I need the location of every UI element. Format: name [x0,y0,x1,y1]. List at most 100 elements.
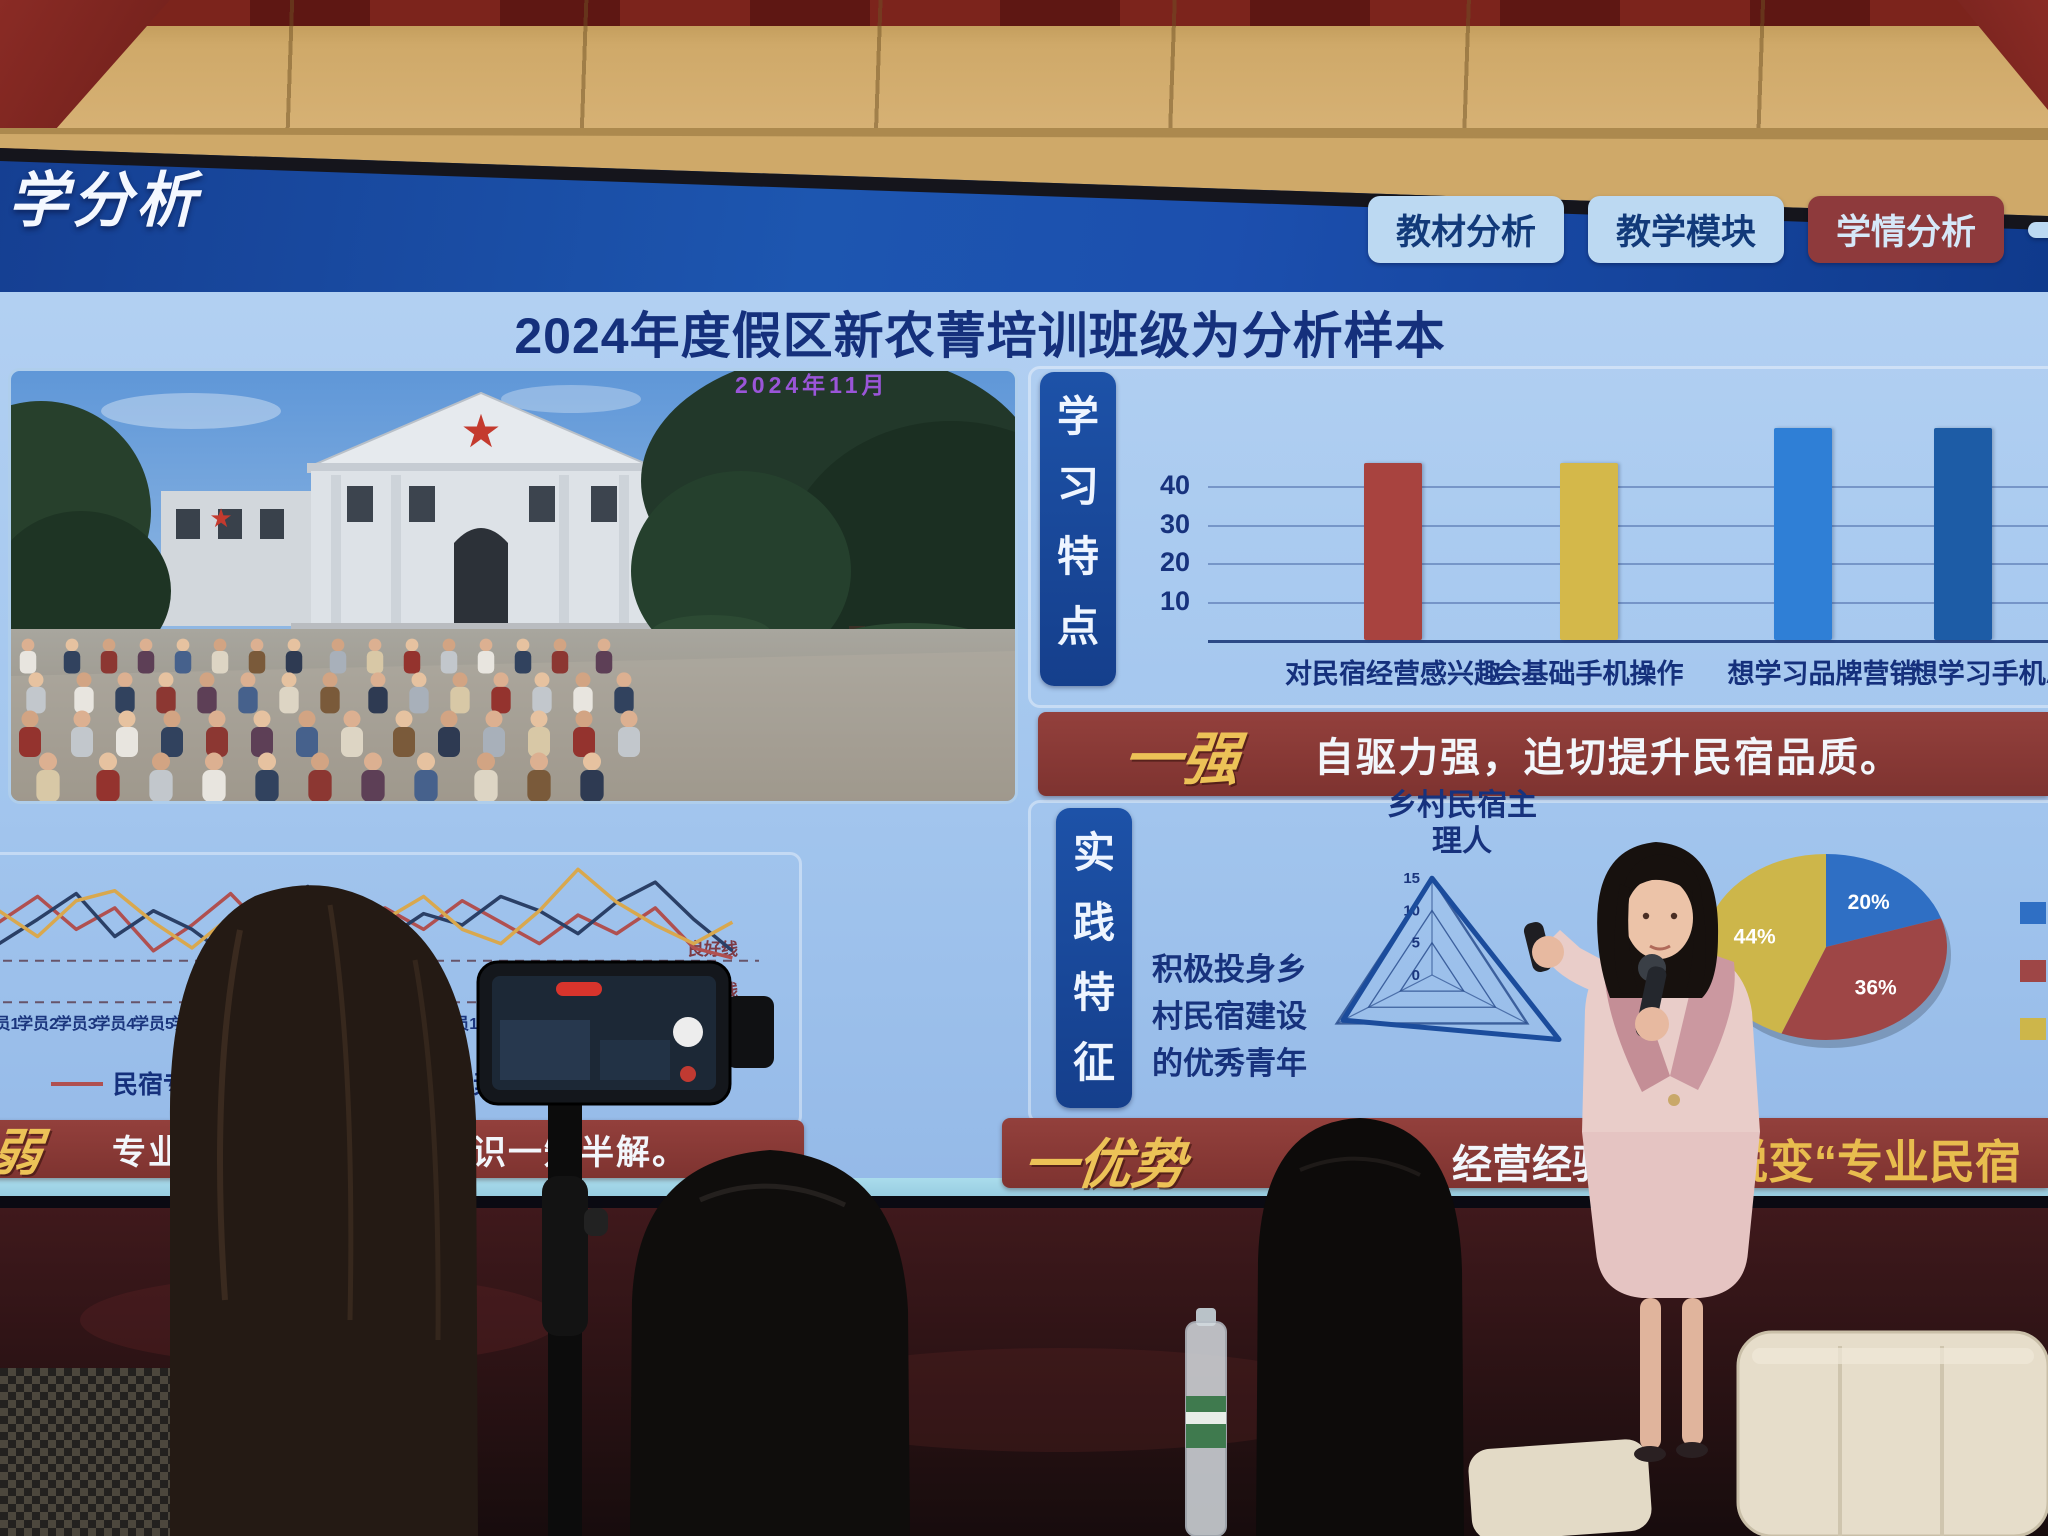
person-head [452,672,468,688]
person-body [409,686,429,714]
person-body [320,686,340,714]
person-body [202,770,226,801]
person-head [395,710,413,728]
radar-grid-5 [1399,941,1465,992]
record-dot [680,1066,696,1082]
water-bottle-2 [1185,1308,1227,1536]
presenter [1523,842,1760,1462]
x-axis-label: 学员1 [0,1014,20,1033]
person-head [416,752,436,771]
gridline-40 [1208,486,2048,488]
person-body [96,770,120,801]
person-head [176,638,190,652]
tab-teaching-modules[interactable]: 教学模块 [1587,196,1784,263]
pie-legend-swatch [2020,960,2046,982]
blazer-button [1668,1094,1680,1106]
presenter-leg [1640,1298,1661,1450]
person-body [36,770,60,801]
person-body [161,727,183,757]
person-head [310,752,330,771]
bar-4 [1934,428,1992,640]
person-body [211,651,229,674]
person-body [285,651,303,674]
person-head [440,710,458,728]
recording-rig [476,960,774,1536]
tripod-grip [542,1176,588,1336]
person-head [368,638,382,652]
person-body [296,727,318,757]
person-head [322,672,338,688]
person-body [71,727,93,757]
bar-chart-axis [1208,640,2048,643]
person-head [139,638,153,652]
person-body [368,686,388,714]
person-head [28,672,44,688]
person-head [21,638,35,652]
radar-tick-label: 15 [1403,870,1420,887]
person-body [115,686,135,714]
person-head [534,672,550,688]
person-head [38,752,58,771]
person-body [474,770,498,801]
person-body [26,686,46,714]
person-head [493,672,509,688]
deck-title: 学分析 [8,167,200,234]
person-body [19,651,37,674]
learning-banner-label: 学习特点 [1056,393,1099,650]
person-body [618,727,640,757]
person-head [76,672,92,688]
pie-legend-swatch [2020,902,2046,924]
person-body [19,727,41,757]
tab-partial[interactable] [2028,221,2048,238]
person-head [616,672,632,688]
person-head [204,752,224,771]
person-head [411,672,427,688]
person-head [529,752,549,771]
person-head [331,638,345,652]
advantage-band: 一优势 经营经验 蜕变“专业民宿 [1002,1118,2048,1195]
bar-3 [1774,428,1832,640]
person-head [98,752,118,771]
chair-back-right [1736,1330,2048,1536]
person-body [137,651,155,674]
person-head [250,638,264,652]
person-head [102,638,116,652]
strength-text: 自驱力强，迫切提升民宿品质。 [1314,736,1903,780]
tab-learner-analysis[interactable]: 学情分析 [1807,196,2004,263]
y-axis-tick: 40 [1159,470,1190,500]
person-head [73,710,91,728]
person-body [532,686,552,714]
wall [0,0,2048,150]
person-head [370,672,386,688]
tab-textbook-analysis[interactable]: 教材分析 [1367,196,1564,263]
tripod-knob [584,1208,608,1236]
x-axis-label: 学员4 [94,1014,135,1033]
person-body [341,727,363,757]
person-head [363,752,383,771]
person-head [65,638,79,652]
person-body [491,686,511,714]
radar-title: 乡村民宿主 理人 [1387,789,1537,858]
person-body [414,770,438,801]
practice-banner: 实践特征 [1056,808,1132,1108]
practice-banner-label: 实践特征 [1072,829,1115,1086]
person-body [527,770,551,801]
pie-slice-20% [1826,854,1942,947]
person-body [514,651,532,674]
gridline-20 [1208,563,2048,565]
person-head [442,638,456,652]
person-head [158,672,174,688]
person-head [21,710,39,728]
bar-category-label: 对民宿经营感兴趣 [1285,659,1501,689]
person-body [595,651,613,674]
learning-panel [1028,366,2048,708]
y-axis-tick: 10 [1159,585,1190,616]
person-body [450,686,470,714]
photo-date-label: 2024年11月 [735,372,889,398]
presenter-lapel-right [1670,950,1735,1090]
person-head [620,710,638,728]
person-body [614,686,634,714]
shutter-button[interactable] [673,1017,703,1047]
